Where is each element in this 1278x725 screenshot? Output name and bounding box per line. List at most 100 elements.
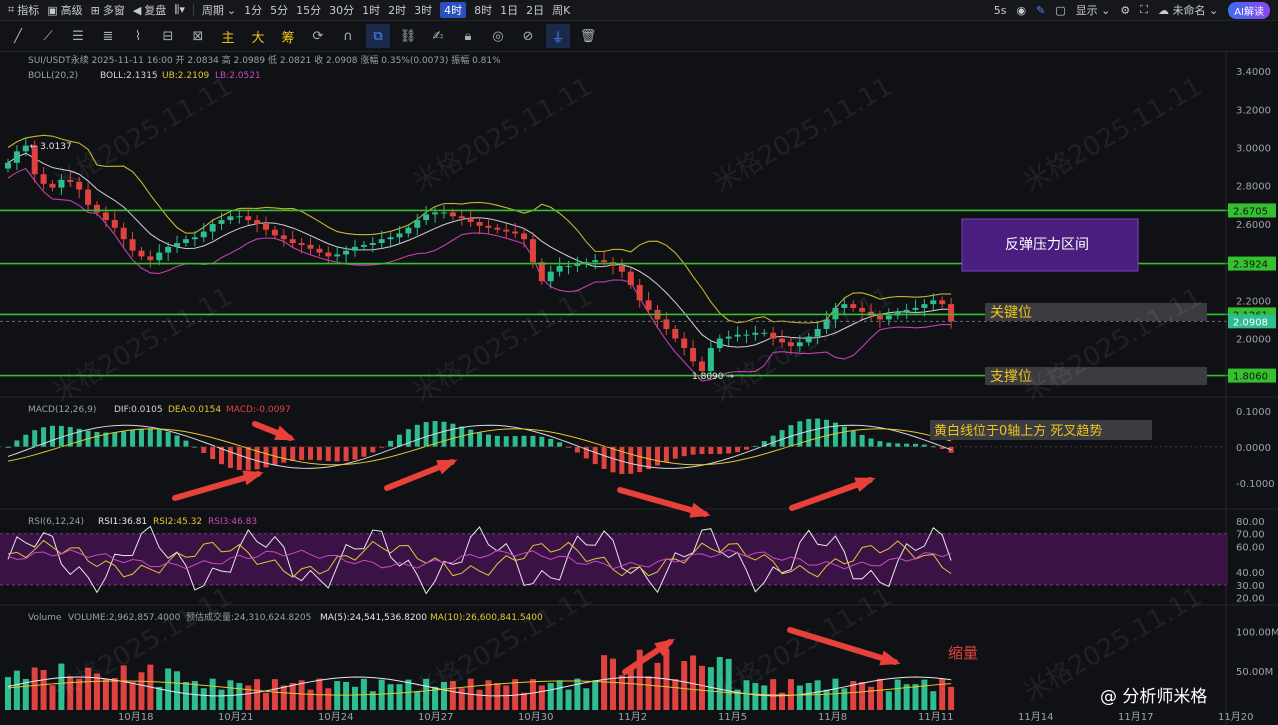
candle-body [485, 225, 492, 228]
candle-body [707, 348, 714, 371]
chips-button[interactable]: 筹 [281, 30, 295, 46]
trash-icon[interactable]: 🗑︎ [579, 28, 597, 44]
macd-histogram-bar [174, 435, 180, 447]
macd-histogram-bar [619, 446, 625, 474]
line-tool-icon[interactable]: ╱ [14, 28, 22, 44]
candle-body [725, 336, 732, 339]
parallel-lines-icon[interactable]: ☰ [72, 28, 84, 44]
arrow-macd-down-2 [617, 487, 708, 517]
macd-histogram-bar [441, 421, 447, 447]
hide-drawings-icon[interactable]: ⊘ [522, 28, 534, 44]
filter-icon[interactable]: ⏚ [546, 24, 570, 48]
timeframe-1d[interactable]: 1日 [500, 4, 519, 17]
time-axis-tick: 10月24 [318, 711, 353, 723]
price-axis-tick: 2.8000 [1236, 182, 1271, 193]
timeframe-2h[interactable]: 2时 [388, 4, 407, 17]
eye-icon[interactable]: ◎ [492, 28, 504, 44]
multi-window-menu[interactable]: ⊞ 多窗 [90, 3, 125, 18]
timeframe-5m[interactable]: 5分 [270, 4, 289, 17]
level-label-bg [1228, 256, 1276, 271]
timeframe-30m[interactable]: 30分 [329, 4, 355, 17]
measure-icon[interactable]: ⊟ [162, 28, 174, 44]
timeframe-2d[interactable]: 2日 [526, 4, 545, 17]
boll-title: BOLL(20,2) [28, 71, 78, 81]
macd-histogram-bar [130, 430, 136, 447]
brush-icon[interactable]: ⌇ [134, 28, 142, 44]
ai-analysis-button[interactable]: AI解读 [1228, 1, 1270, 19]
gann-icon[interactable]: ⊠ [192, 28, 204, 44]
volume-bar [396, 684, 403, 710]
volume-bar [378, 679, 385, 710]
display-menu[interactable]: 显示 ⌄ [1075, 4, 1111, 17]
macd-histogram-bar [423, 422, 429, 447]
macd-histogram-bar [592, 446, 598, 465]
timeframe-1w[interactable]: 周K [552, 4, 571, 17]
volume-bar [636, 649, 643, 710]
volume-bar [779, 692, 786, 710]
lock-icon[interactable]: 🔒︎ [464, 28, 472, 44]
ray-tool-icon[interactable]: ⟋ [43, 28, 53, 44]
candle-body [280, 235, 287, 240]
macd-histogram-bar [5, 446, 11, 448]
main-force-button[interactable]: 主 [221, 30, 235, 46]
timeframe-4h[interactable]: 4时 [440, 2, 467, 18]
timeframe-1m[interactable]: 1分 [244, 4, 263, 17]
volume-bar [618, 675, 625, 710]
volume-bar [912, 684, 919, 710]
macd-histogram-bar [14, 440, 20, 447]
volume-bar [476, 689, 483, 710]
volume-bar [254, 679, 261, 710]
macd-histogram-bar [281, 446, 287, 463]
timeframe-1h[interactable]: 1时 [362, 4, 381, 17]
layout-name: 未命名 [1172, 4, 1206, 17]
support-level-label: 支撑位 [990, 369, 1032, 385]
volume-ma10-value: MA(10):26,600,841.5400 [430, 613, 543, 623]
candle-body [343, 250, 350, 255]
fibonacci-icon[interactable]: ≣ [102, 28, 114, 44]
timeframe-15m[interactable]: 15分 [296, 4, 322, 17]
macd-histogram-bar [530, 435, 536, 447]
candle-body [129, 239, 136, 251]
volume-bar [93, 673, 100, 710]
magnet-icon[interactable]: ∩ [343, 28, 353, 44]
volume-bar [894, 679, 901, 710]
volume-bar [289, 683, 296, 710]
candle-body [423, 214, 430, 221]
volume-bar [743, 680, 750, 710]
big-order-button[interactable]: 大 [251, 30, 265, 46]
select-tool-icon[interactable]: ⧉ [366, 24, 390, 48]
timeframe-8h[interactable]: 8时 [474, 4, 493, 17]
fullscreen-icon[interactable]: ⛶ [1140, 3, 1148, 16]
link-icon[interactable]: ⛓ [399, 28, 417, 44]
volume-bar [654, 662, 661, 710]
camera-icon[interactable]: ◉ [1016, 3, 1027, 17]
macd-histogram-bar [165, 431, 171, 447]
indicator-menu[interactable]: ⌗ 指标 [8, 3, 40, 17]
chart-canvas[interactable]: 2.67052.39242.12611.80602.09083.40003.20… [0, 52, 1278, 725]
rsi-line-1 [7, 525, 952, 595]
pen-icon[interactable]: ✎ [1036, 3, 1046, 17]
chart-type-icon[interactable]: ⫼▾ [174, 3, 185, 16]
candle-body [458, 216, 465, 219]
sync-icon[interactable]: ⟳ [312, 28, 324, 44]
macd-histogram-bar [708, 446, 714, 454]
bell-icon[interactable]: ▢ [1055, 3, 1066, 17]
draw-pen-icon[interactable]: ✍ [432, 28, 444, 44]
advanced-menu[interactable]: ▣ 高级 [47, 3, 83, 18]
rsi-axis-tick: 20.00 [1236, 594, 1265, 605]
candle-body [681, 338, 688, 349]
symbol-info-line: SUI/USDT永续 2025-11-11 16:00 开 2.0834 高 2… [28, 54, 501, 66]
replay-menu[interactable]: ◀ 复盘 [132, 3, 167, 18]
macd-dif-value: DIF:0.0105 [114, 405, 163, 415]
refresh-interval[interactable]: 5s [993, 3, 1007, 17]
rsi-axis-tick: 70.00 [1236, 530, 1265, 541]
timeframe-3h[interactable]: 3时 [414, 4, 433, 17]
candle-body [618, 265, 625, 272]
cloud-layout[interactable]: ☁ 未命名 ⌄ [1157, 4, 1219, 17]
macd-histogram-bar [770, 435, 776, 447]
candle-body [547, 271, 554, 282]
volume-bar [209, 678, 216, 710]
settings-icon[interactable]: ⚙ [1120, 3, 1131, 17]
macd-histogram-bar [574, 446, 580, 453]
period-dropdown[interactable]: 周期 ⌄ [201, 3, 237, 18]
